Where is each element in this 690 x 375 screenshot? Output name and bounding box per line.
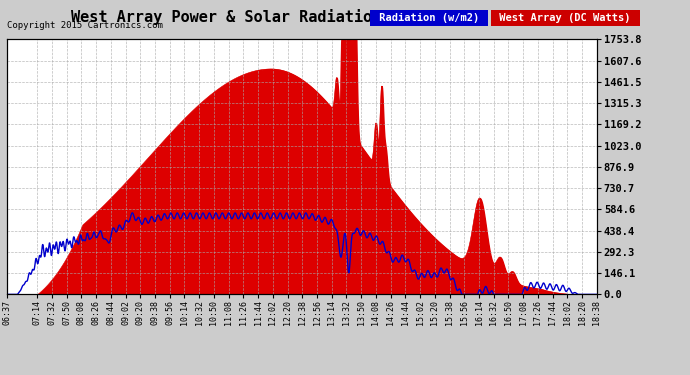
Text: West Array (DC Watts): West Array (DC Watts) [493,13,637,23]
Text: Radiation (w/m2): Radiation (w/m2) [373,13,485,23]
Text: Copyright 2015 Cartronics.com: Copyright 2015 Cartronics.com [7,21,163,30]
Text: West Array Power & Solar Radiation Tue Sep 22 18:43: West Array Power & Solar Radiation Tue S… [71,9,536,26]
